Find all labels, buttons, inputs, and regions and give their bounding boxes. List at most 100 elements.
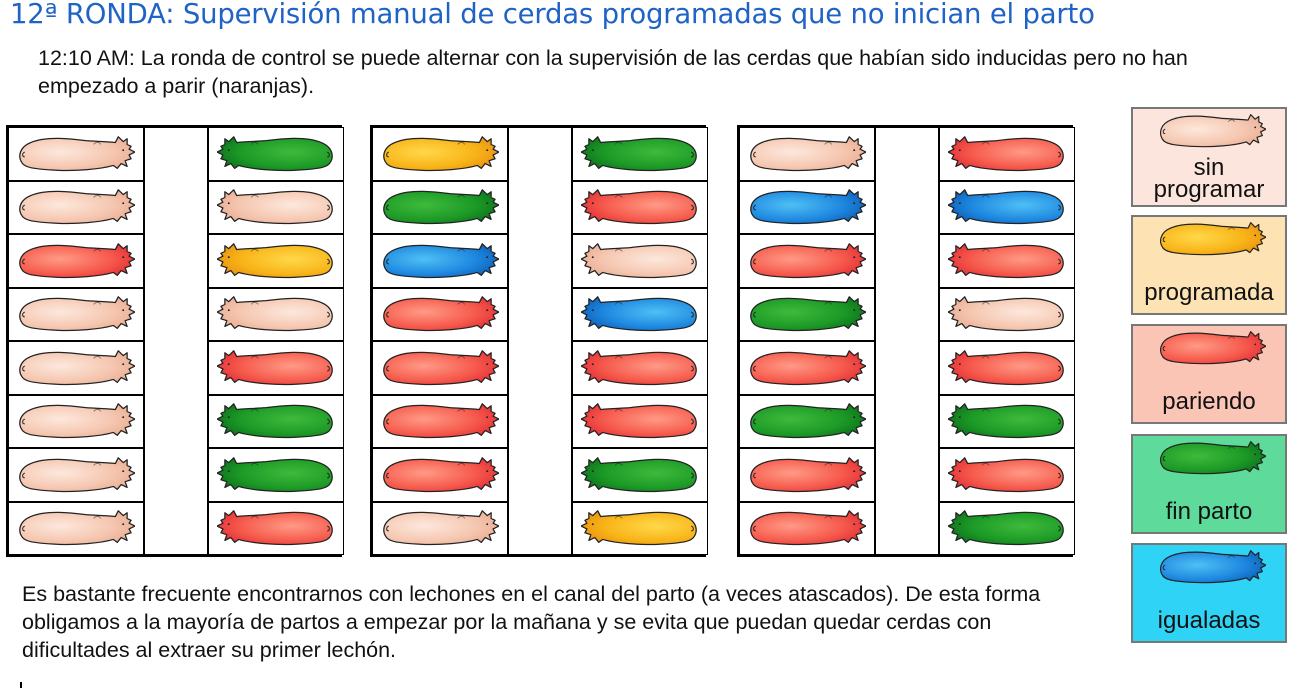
crate-right-row-1 [572, 127, 708, 181]
sow-icon-sin-programar [17, 507, 135, 549]
sow-icon-sin-programar [17, 400, 135, 442]
crate-right-row-1 [208, 127, 344, 181]
crate-left-row-7 [8, 448, 144, 502]
crate-left-row-3 [8, 234, 144, 288]
crate-left-row-6 [739, 394, 875, 448]
sow-icon-sin-programar [1158, 111, 1267, 156]
crate-right-row-6 [939, 394, 1075, 448]
crate-right-row-7 [208, 448, 344, 502]
sow-icon-fin-parto [217, 133, 335, 175]
sow-icon-programada [581, 507, 699, 549]
crate-right-row-8 [208, 501, 344, 555]
crate-right-row-3 [572, 234, 708, 288]
crate-right-row-3 [939, 234, 1075, 288]
subtitle-text: 12:10 AM: La ronda de control se puede a… [38, 46, 1188, 98]
sow-icon-fin-parto [1158, 438, 1267, 483]
sow-icon-igualadas [381, 240, 499, 282]
sow-icon-pariendo [217, 347, 335, 389]
sow-icon-sin-programar [217, 293, 335, 335]
crate-right-row-3 [208, 234, 344, 288]
legend-item-sin-programar: sin programar [1131, 107, 1287, 207]
sow-icon-pariendo [381, 293, 499, 335]
center-aisle [144, 127, 208, 555]
crate-right-row-2 [572, 180, 708, 234]
crate-right-row-2 [208, 180, 344, 234]
legend-label: fin parto [1165, 498, 1253, 525]
crate-right-row-6 [572, 394, 708, 448]
legend-label: pariendo [1162, 388, 1256, 415]
sow-icon-pariendo [581, 400, 699, 442]
crate-left-row-4 [372, 287, 508, 341]
sow-icon-pariendo [748, 347, 866, 389]
crate-right-row-8 [572, 501, 708, 555]
sow-icon-pariendo [748, 507, 866, 549]
center-aisle [875, 127, 939, 555]
sow-icon-igualadas [1158, 547, 1267, 592]
sow-icon-fin-parto [581, 133, 699, 175]
sow-icon-pariendo [581, 186, 699, 228]
sow-icon-pariendo [581, 347, 699, 389]
sow-icon-sin-programar [17, 186, 135, 228]
crate-right-row-1 [939, 127, 1075, 181]
sow-icon-igualadas [748, 186, 866, 228]
sow-icon-pariendo [948, 240, 1066, 282]
legend-label: igualadas [1157, 607, 1261, 634]
crate-right-row-5 [939, 341, 1075, 395]
farrowing-room-2 [370, 125, 708, 557]
sow-icon-sin-programar [948, 293, 1066, 335]
crate-left-row-8 [739, 501, 875, 555]
legend-label: sin programar [1153, 154, 1265, 203]
sow-icon-fin-parto [581, 454, 699, 496]
sow-icon-programada [381, 133, 499, 175]
sow-icon-pariendo [748, 240, 866, 282]
sow-icon-igualadas [581, 293, 699, 335]
crate-left-row-1 [739, 127, 875, 181]
crate-left-row-2 [739, 180, 875, 234]
crate-left-row-4 [739, 287, 875, 341]
crate-left-row-6 [372, 394, 508, 448]
sow-icon-pariendo [948, 133, 1066, 175]
crate-right-row-7 [939, 448, 1075, 502]
sow-icon-pariendo [17, 240, 135, 282]
sow-icon-sin-programar [17, 293, 135, 335]
page-title: 12ª RONDA: Supervisión manual de cerdas … [10, 0, 1095, 30]
crate-left-row-6 [8, 394, 144, 448]
crate-left-row-3 [739, 234, 875, 288]
crate-right-row-5 [572, 341, 708, 395]
sow-icon-fin-parto [748, 293, 866, 335]
crate-right-row-4 [939, 287, 1075, 341]
sow-icon-pariendo [1158, 328, 1267, 373]
sow-icon-sin-programar [17, 133, 135, 175]
crate-left-row-7 [739, 448, 875, 502]
crate-right-row-4 [208, 287, 344, 341]
sow-icon-fin-parto [948, 400, 1066, 442]
sow-icon-fin-parto [217, 454, 335, 496]
sow-icon-pariendo [748, 454, 866, 496]
sow-icon-programada [217, 240, 335, 282]
sow-icon-sin-programar [581, 240, 699, 282]
explanation-text: Es bastante frecuente encontrarnos con l… [22, 582, 1041, 662]
legend-label: programada [1144, 279, 1274, 306]
farrowing-room-1 [6, 125, 344, 557]
farrowing-room-3 [737, 125, 1075, 557]
sow-icon-igualadas [948, 186, 1066, 228]
legend-item-programada: programada [1131, 215, 1287, 315]
sow-icon-pariendo [948, 347, 1066, 389]
crate-left-row-5 [372, 341, 508, 395]
crate-left-row-7 [372, 448, 508, 502]
legend-item-igualadas: igualadas [1131, 543, 1287, 643]
crate-right-row-8 [939, 501, 1075, 555]
crate-left-row-5 [739, 341, 875, 395]
sow-icon-pariendo [381, 347, 499, 389]
crate-left-row-8 [372, 501, 508, 555]
sow-icon-pariendo [381, 400, 499, 442]
sow-icon-sin-programar [17, 347, 135, 389]
sow-icon-sin-programar [17, 454, 135, 496]
divider-mark [20, 682, 22, 688]
legend-item-fin-parto: fin parto [1131, 434, 1287, 534]
sow-icon-sin-programar [748, 133, 866, 175]
sow-icon-fin-parto [948, 507, 1066, 549]
crate-left-row-4 [8, 287, 144, 341]
crate-left-row-1 [8, 127, 144, 181]
center-aisle [508, 127, 572, 555]
